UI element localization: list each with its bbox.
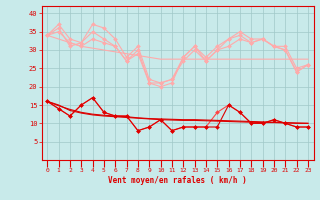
X-axis label: Vent moyen/en rafales ( km/h ): Vent moyen/en rafales ( km/h ) xyxy=(108,176,247,185)
